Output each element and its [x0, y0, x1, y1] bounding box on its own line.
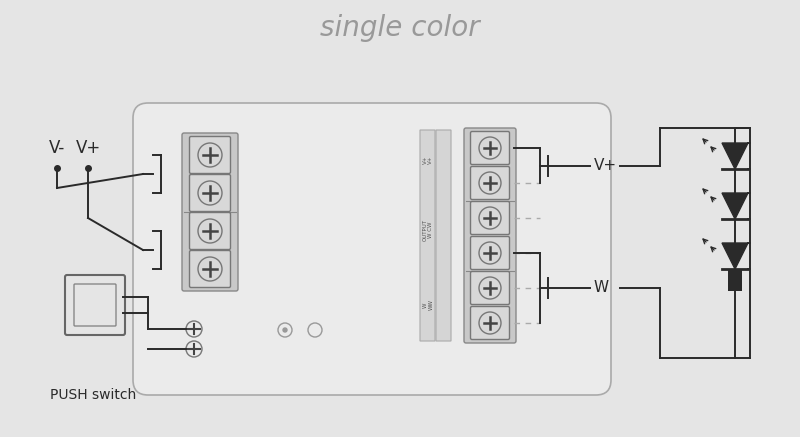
Text: V+: V+	[594, 158, 617, 173]
FancyBboxPatch shape	[728, 269, 742, 291]
FancyBboxPatch shape	[420, 130, 435, 341]
Circle shape	[283, 328, 287, 332]
FancyBboxPatch shape	[436, 130, 451, 341]
Text: V+: V+	[75, 139, 101, 157]
Polygon shape	[722, 243, 748, 269]
FancyBboxPatch shape	[470, 201, 510, 235]
FancyBboxPatch shape	[182, 133, 238, 291]
Text: W
WW: W WW	[422, 299, 434, 311]
FancyBboxPatch shape	[190, 174, 230, 212]
FancyBboxPatch shape	[190, 250, 230, 288]
FancyBboxPatch shape	[190, 212, 230, 250]
FancyBboxPatch shape	[65, 275, 125, 335]
FancyBboxPatch shape	[190, 136, 230, 173]
FancyBboxPatch shape	[470, 271, 510, 305]
Polygon shape	[722, 143, 748, 169]
Text: PUSH switch: PUSH switch	[50, 388, 136, 402]
FancyBboxPatch shape	[464, 128, 516, 343]
FancyBboxPatch shape	[133, 103, 611, 395]
FancyBboxPatch shape	[470, 166, 510, 200]
Text: W: W	[594, 281, 609, 295]
Text: OUTPUT
W CW: OUTPUT W CW	[422, 219, 434, 241]
FancyBboxPatch shape	[470, 132, 510, 164]
FancyBboxPatch shape	[470, 306, 510, 340]
Text: single color: single color	[320, 14, 480, 42]
FancyBboxPatch shape	[470, 236, 510, 270]
Text: V-: V-	[49, 139, 65, 157]
Text: V+
V+: V+ V+	[422, 156, 434, 164]
FancyBboxPatch shape	[74, 284, 116, 326]
Polygon shape	[722, 193, 748, 219]
